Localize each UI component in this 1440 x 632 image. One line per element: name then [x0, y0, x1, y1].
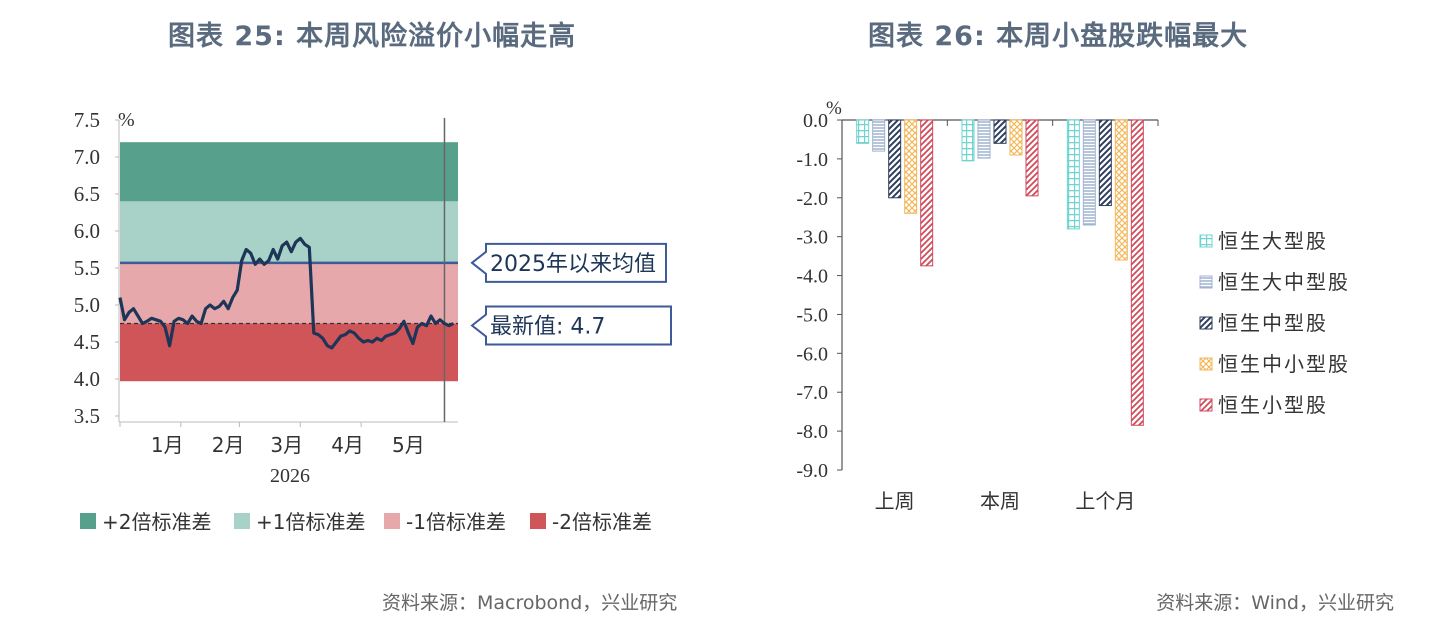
- legend-swatch-2: [234, 513, 250, 529]
- legend-label-1: +2倍标准差: [102, 510, 211, 534]
- mean-callout-text: 2025年以来均值: [490, 252, 656, 277]
- x-tick-label: 3月: [270, 433, 303, 457]
- legend-label-1: 恒生大型股: [1218, 229, 1328, 253]
- bar-2: [872, 119, 886, 152]
- risk-premium-chart: 7.5 7.0 6.5 6.0 5.5 5.0 4.5 4.0 3.5% 1月 2月 3月 4月 5月 20…: [74, 108, 672, 534]
- bar-5: [1130, 119, 1144, 426]
- band-1: [120, 142, 458, 202]
- x-category-label: 本周: [980, 489, 1020, 513]
- y-tick-label: 4.0: [74, 367, 100, 391]
- left-source-note: 资料来源：Macrobond，兴业研究: [382, 592, 678, 614]
- legend-swatch-3: [1199, 316, 1213, 330]
- legend-label-4: -2倍标准差: [552, 510, 652, 534]
- legend-label-2: 恒生大中型股: [1218, 270, 1350, 294]
- y-tick-label: 6.5: [74, 182, 100, 206]
- x-category-label: 上周: [875, 489, 915, 513]
- bar-2: [977, 119, 991, 159]
- legend-label-4: 恒生中小型股: [1218, 352, 1350, 376]
- x-year-label: 2026: [270, 465, 310, 487]
- bar-4: [1114, 119, 1128, 261]
- band-2: [120, 201, 458, 263]
- y-tick-label: 0.0: [803, 110, 828, 132]
- y-tick-label: -7.0: [796, 382, 828, 404]
- y-tick-label: 3.5: [74, 404, 100, 428]
- y-tick-label: -8.0: [796, 421, 828, 443]
- mean-callout-box: [470, 242, 667, 283]
- x-category-label: 上个月: [1075, 489, 1135, 513]
- y-tick-label: -2.0: [796, 188, 828, 210]
- x-tick-label: 1月: [151, 433, 184, 457]
- legend-label-5: 恒生小型股: [1218, 393, 1328, 417]
- bar-2: [1082, 119, 1096, 226]
- x-tick-label: 4月: [331, 433, 364, 457]
- y-tick-label: -1.0: [796, 149, 828, 171]
- y-tick-label: 6.0: [74, 219, 100, 243]
- bar-3: [888, 119, 902, 199]
- x-tick-label: 2月: [212, 433, 245, 457]
- y-tick-label: 7.5: [74, 108, 100, 132]
- y-tick-label: 4.5: [74, 330, 100, 354]
- y-tick-label: 7.0: [74, 145, 100, 169]
- bar-3: [1098, 119, 1112, 207]
- right-source-note: 资料来源：Wind，兴业研究: [1156, 592, 1394, 614]
- bar-4: [904, 119, 918, 214]
- y-tick-label: -6.0: [796, 343, 828, 365]
- y-tick-label: -5.0: [796, 304, 828, 326]
- left-chart-title: 图表 25: 本周风险溢价小幅走高: [168, 21, 577, 52]
- y-tick-label: 5.5: [74, 256, 100, 280]
- bar-3: [993, 119, 1007, 144]
- bar-1: [1066, 119, 1080, 230]
- legend-swatch-4: [1199, 357, 1213, 371]
- bar-1: [856, 119, 870, 144]
- legend-swatch-2: [1199, 275, 1213, 289]
- band-3: [120, 262, 458, 324]
- legend-label-3: -1倍标准差: [406, 510, 506, 534]
- y-tick-label: -4.0: [796, 266, 828, 288]
- bar-4: [1009, 119, 1023, 156]
- x-tick-label: 5月: [392, 433, 425, 457]
- latest-callout-box: [470, 305, 672, 346]
- right-chart-title: 图表 26: 本周小盘股跌幅最大: [868, 21, 1249, 52]
- bar-5: [1025, 119, 1039, 197]
- bar-5: [920, 119, 934, 267]
- legend-swatch-3: [384, 513, 400, 529]
- band-4: [120, 323, 458, 382]
- y-tick-label: -3.0: [796, 227, 828, 249]
- legend-swatch-5: [1199, 398, 1213, 412]
- bar-1: [961, 119, 975, 162]
- latest-callout-text: 最新值: 4.7: [490, 315, 605, 340]
- y-tick-label: -9.0: [796, 460, 828, 482]
- hs-index-bar-chart: 0.0 -1.0 -2.0 -3.0 -4.0 -5.0 -6.0 -7.0 -8.0 -9.0%…: [796, 98, 1350, 513]
- legend-label-3: 恒生中型股: [1218, 311, 1328, 335]
- legend-swatch-1: [1199, 234, 1213, 248]
- y-unit-label: %: [826, 98, 842, 119]
- legend-swatch-1: [80, 513, 96, 529]
- y-unit-label: %: [118, 109, 135, 131]
- risk-premium-line: [118, 236, 455, 350]
- legend-swatch-4: [530, 513, 546, 529]
- legend-label-2: +1倍标准差: [256, 510, 365, 534]
- y-tick-label: 5.0: [74, 293, 100, 317]
